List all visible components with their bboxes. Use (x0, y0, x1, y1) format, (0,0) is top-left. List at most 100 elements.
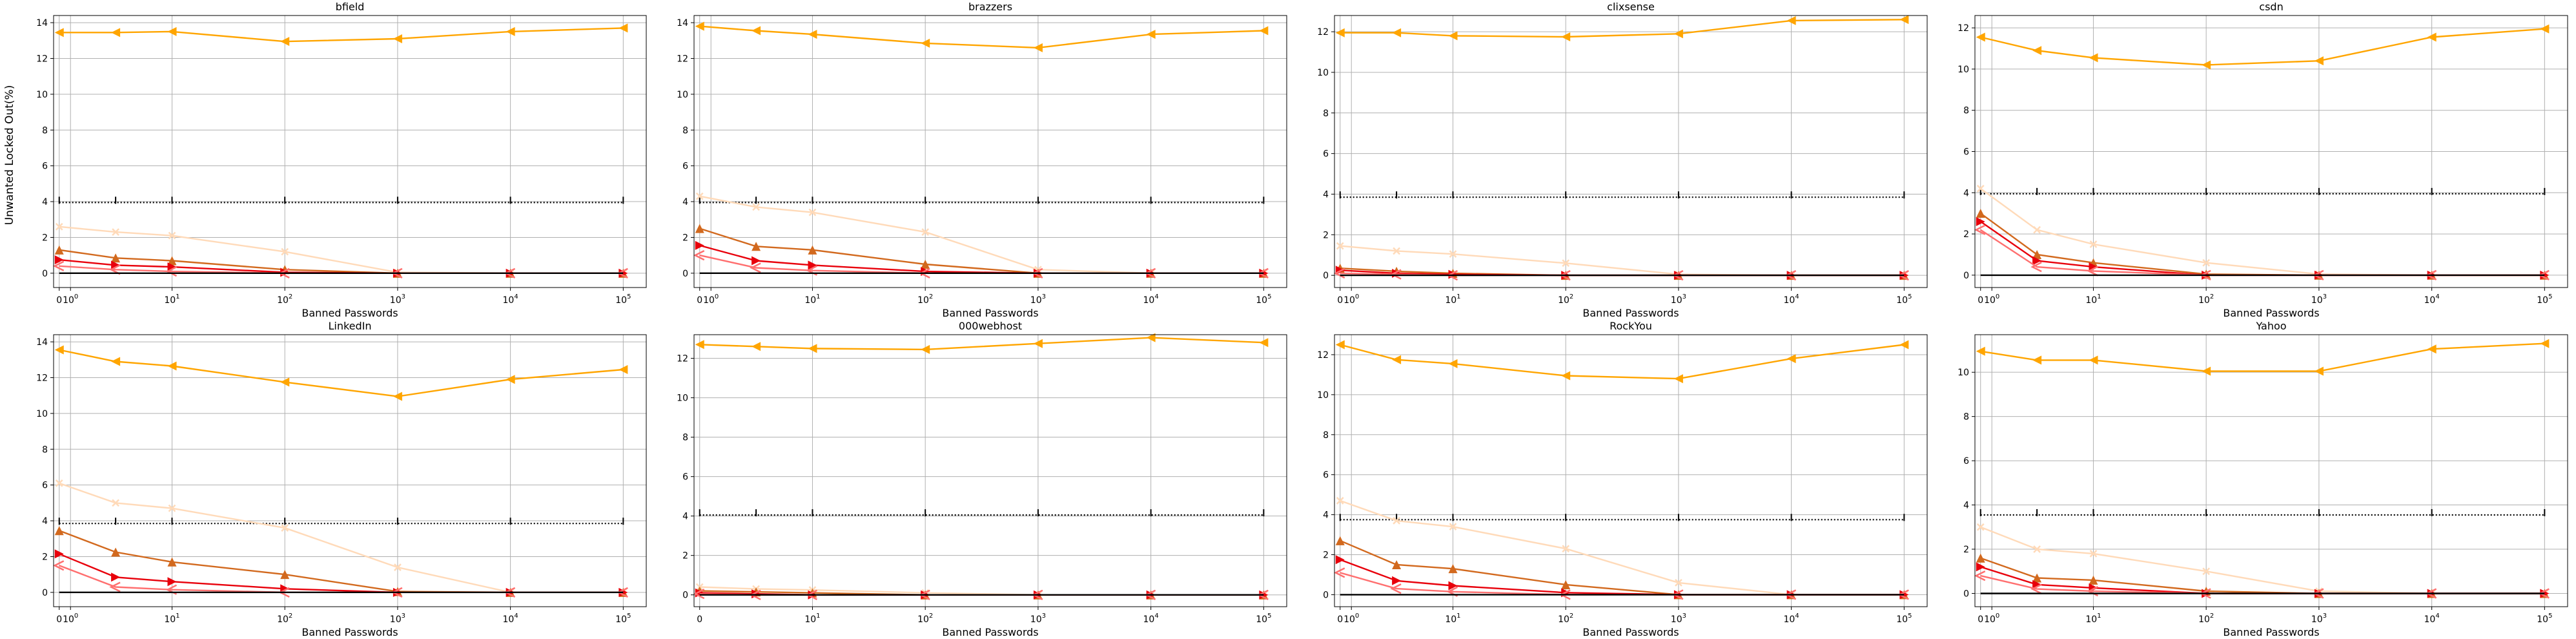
y-tick-label: 14 (677, 18, 688, 28)
y-tick-label: 8 (1323, 430, 1329, 441)
y-tick-label: 12 (36, 54, 48, 64)
series-marker (921, 228, 930, 236)
y-tick-label: 0 (682, 591, 688, 601)
series-marker (1259, 26, 1269, 36)
series-marker (752, 203, 760, 211)
x-tick-label: 104 (1143, 613, 1159, 625)
y-tick-label: 4 (682, 197, 688, 207)
x-tick-label: 105 (615, 293, 631, 306)
x-tick-label: 100 (1984, 613, 1999, 625)
series-marker (167, 557, 177, 567)
x-tick-label: 102 (2198, 613, 2214, 625)
x-tick-label: 101 (804, 613, 820, 625)
series-marker (1033, 339, 1043, 348)
series-marker (2202, 366, 2211, 376)
series-marker (2540, 270, 2550, 280)
y-tick-label: 10 (677, 90, 688, 100)
series-marker (1673, 374, 1683, 384)
series-marker (54, 255, 64, 265)
series-marker (1976, 216, 1985, 226)
series (1335, 340, 1909, 384)
chart-title: csdn (2259, 1, 2283, 13)
x-tick-label: 102 (917, 293, 933, 306)
series-marker (167, 256, 177, 266)
series-marker (1562, 545, 1570, 553)
x-tick-label: 104 (503, 613, 518, 625)
y-tick-label: 6 (682, 472, 688, 483)
series-marker (54, 345, 64, 355)
series-marker (2540, 589, 2550, 598)
series-marker (751, 342, 761, 351)
y-tick-label: 4 (1323, 510, 1329, 521)
axes-frame (1334, 334, 1928, 607)
series-marker (168, 231, 176, 240)
series-marker (751, 26, 761, 36)
chart-title: bfield (336, 1, 365, 13)
series-marker (618, 268, 628, 278)
series-marker (1335, 340, 1345, 350)
series-marker (1392, 355, 1402, 364)
x-tick-label: 103 (2311, 293, 2327, 306)
series-marker (1390, 583, 1402, 594)
chart-title: RockYou (1610, 320, 1652, 332)
series-marker (618, 587, 628, 597)
x-tick-label: 105 (615, 613, 631, 625)
series-marker (808, 30, 817, 39)
series-marker (1448, 581, 1458, 591)
series-marker (109, 581, 121, 592)
y-tick-label: 0 (1963, 271, 1969, 281)
series-marker (111, 572, 121, 582)
series-marker (167, 577, 177, 587)
series-marker (280, 37, 290, 47)
series-marker (1673, 29, 1683, 39)
y-tick-label: 4 (682, 512, 688, 522)
series-marker (1786, 354, 1796, 364)
x-tick-label: 0 (1337, 295, 1343, 306)
series-marker (1675, 578, 1682, 587)
y-tick-label: 2 (1323, 550, 1329, 561)
series-marker (1392, 28, 1402, 37)
x-tick-label: 104 (2424, 613, 2440, 625)
series-marker (280, 377, 290, 387)
y-tick-label: 12 (1958, 23, 1969, 34)
series-marker (111, 253, 121, 263)
x-tick-label: 105 (1256, 613, 1271, 625)
series (699, 509, 1265, 517)
series-marker (695, 340, 704, 350)
y-tick-label: 12 (677, 54, 688, 64)
series-marker (1976, 562, 1985, 572)
series-marker (2087, 585, 2099, 597)
series-marker (1146, 30, 1156, 39)
x-tick-label: 105 (1896, 613, 1912, 625)
x-tick-label: 103 (1671, 293, 1686, 306)
y-tick-label: 0 (1323, 271, 1329, 281)
series-marker (394, 563, 402, 571)
series (58, 518, 624, 525)
series-marker (1976, 553, 1985, 563)
y-tick-label: 2 (1963, 545, 1969, 555)
x-tick-label: 103 (1671, 613, 1686, 625)
series-marker (693, 250, 705, 261)
series-marker (1899, 590, 1909, 600)
y-tick-label: 2 (42, 552, 48, 562)
series-marker (1335, 28, 1345, 37)
x-tick-label: 104 (2424, 293, 2440, 306)
series-marker (55, 479, 63, 487)
y-tick-label: 6 (1323, 149, 1329, 160)
x-tick-label: 100 (1344, 293, 1359, 306)
y-tick-label: 4 (1963, 501, 1969, 511)
x-tick-label: 102 (917, 613, 933, 625)
series-marker (1974, 224, 1986, 235)
chart-title: LinkedIn (328, 320, 371, 332)
series-marker (1392, 576, 1402, 585)
series-marker (2202, 567, 2211, 576)
y-tick-label: 8 (682, 125, 688, 136)
series-marker (1259, 590, 1269, 600)
series (58, 196, 624, 204)
series-marker (2032, 249, 2042, 259)
chart-title: brazzers (968, 1, 1012, 13)
